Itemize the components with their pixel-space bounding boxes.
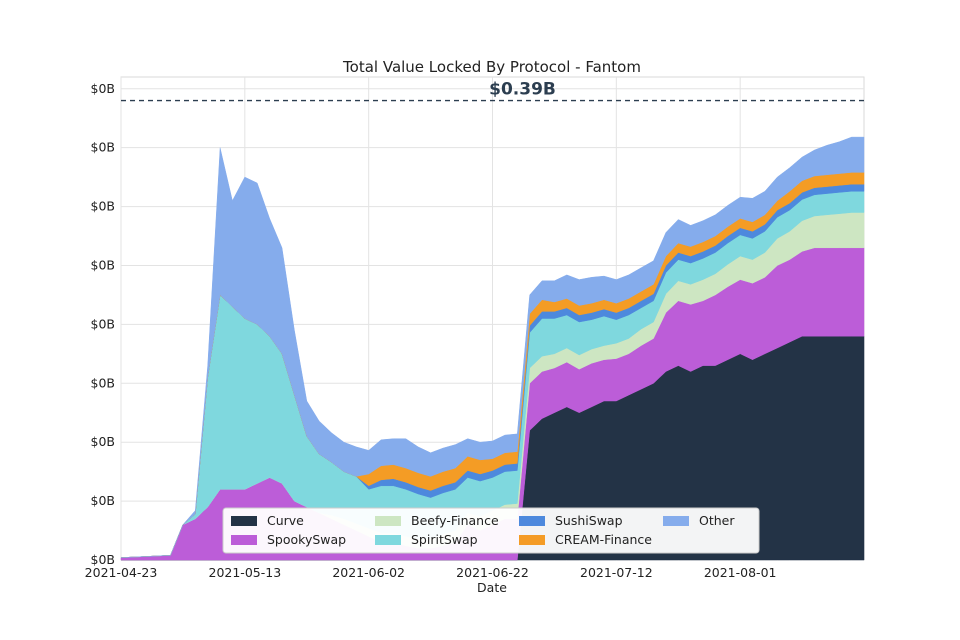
x-tick-label: 2021-06-02 [332, 565, 405, 580]
x-tick-label: 2021-07-12 [580, 565, 653, 580]
y-tick-label: $0B [91, 552, 115, 567]
max-value-annotation: $0.39B [121, 80, 864, 102]
y-tick-label: $0B [91, 199, 115, 214]
chart-title: Total Value Locked By Protocol - Fantom [342, 58, 641, 76]
legend-swatch [231, 516, 257, 526]
legend-label: SpiritSwap [411, 532, 478, 547]
y-axis-ticks: $0B $0B $0B $0B $0B $0B $0B $0B $0B [91, 81, 115, 567]
y-tick-label: $0B [91, 493, 115, 508]
legend-box [222, 507, 760, 554]
legend-swatch [375, 516, 401, 526]
legend-label: Beefy-Finance [411, 513, 499, 528]
y-tick-label: $0B [91, 375, 115, 390]
legend-label: Curve [267, 513, 304, 528]
x-tick-label: 2021-06-22 [456, 565, 529, 580]
x-axis-ticks: 2021-04-23 2021-05-13 2021-06-02 2021-06-22… [85, 565, 777, 580]
y-tick-label: $0B [91, 140, 115, 155]
legend-label: SushiSwap [555, 513, 623, 528]
legend-swatch [375, 535, 401, 545]
legend-swatch [231, 535, 257, 545]
y-tick-label: $0B [91, 434, 115, 449]
legend-label: SpookySwap [267, 532, 346, 547]
x-axis-label: Date [477, 580, 507, 595]
legend-swatch [519, 535, 545, 545]
legend-label: Other [699, 513, 735, 528]
legend: Curve Beefy-Finance SushiSwap Other SpookySw… [222, 507, 760, 554]
legend-swatch [519, 516, 545, 526]
legend-label: CREAM-Finance [555, 532, 652, 547]
x-tick-label: 2021-08-01 [704, 565, 777, 580]
area-other [120, 136, 865, 558]
y-tick-label: $0B [91, 316, 115, 331]
y-tick-label: $0B [91, 81, 115, 96]
max-value-label: $0.39B [489, 80, 556, 100]
x-tick-label: 2021-05-13 [209, 565, 282, 580]
x-tick-label: 2021-04-23 [85, 565, 158, 580]
y-tick-label: $0B [91, 257, 115, 272]
legend-swatch [663, 516, 689, 526]
